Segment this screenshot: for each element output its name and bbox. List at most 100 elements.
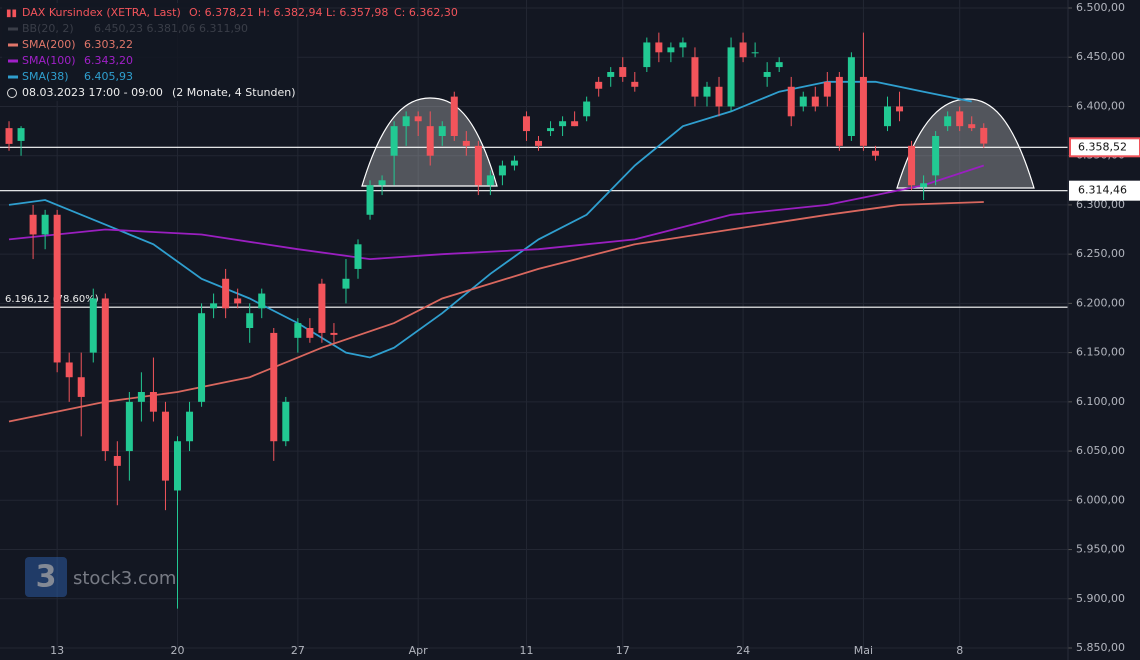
legend-name: SMA(100)	[22, 54, 76, 67]
candle-body	[944, 116, 952, 127]
y-tick-label: 6.400,00	[1076, 99, 1125, 112]
candle-body	[318, 283, 326, 333]
y-tick-label: 5.850,00	[1076, 641, 1125, 654]
candle-body	[270, 332, 278, 442]
x-tick-label: Mai	[854, 644, 873, 657]
candle-body	[896, 106, 904, 112]
candle-body	[932, 136, 940, 176]
candle-body	[847, 57, 855, 136]
candle-body	[787, 86, 795, 117]
y-tick-label: 6.300,00	[1076, 198, 1125, 211]
candle-body	[149, 392, 157, 412]
x-tick-label: 13	[50, 644, 64, 657]
candle-body	[679, 42, 687, 48]
candle-body	[438, 126, 446, 136]
candle-body	[354, 244, 362, 269]
candle-body	[113, 456, 121, 466]
candle-body	[667, 47, 675, 53]
level-label: 6.196,12 (78.60%)	[5, 294, 99, 305]
candle-body	[535, 140, 543, 146]
legend-name: BB(20, 2)	[22, 22, 74, 35]
level-label: 6.358,52	[1078, 140, 1127, 153]
legend-box	[2, 3, 297, 101]
candle-body	[161, 411, 169, 481]
level-label-box	[1069, 180, 1140, 201]
candle-body	[258, 293, 266, 309]
candle-body	[547, 128, 555, 132]
candle-body	[282, 401, 290, 442]
indicator-line	[8, 201, 984, 423]
candle-body	[631, 81, 639, 87]
candle-body	[53, 214, 61, 363]
watermark-logo	[25, 557, 67, 597]
y-tick-label: 6.050,00	[1076, 444, 1125, 457]
candle-body	[571, 121, 579, 127]
candle-body	[198, 313, 206, 402]
plot: 6.358,52 6.314,46 6.196,12 (78.60%)	[0, 32, 1140, 609]
y-tick-label: 6.250,00	[1076, 247, 1125, 260]
candle-body	[17, 128, 25, 141]
y-tick-label: 6.000,00	[1076, 493, 1125, 506]
candle-body	[186, 411, 194, 442]
candle-body	[65, 362, 73, 378]
level-label-box	[1069, 137, 1140, 158]
legend-value: 6.343,20	[84, 54, 133, 67]
x-tick-label: Apr	[409, 644, 429, 657]
candle-body	[474, 145, 482, 186]
legend-title: DAX Kursindex (XETRA, Last)	[22, 6, 181, 19]
candle-body	[871, 150, 879, 156]
x-tick-label: 24	[736, 644, 750, 657]
candle-body	[583, 101, 591, 117]
candle-body	[173, 441, 181, 491]
candle-body	[5, 128, 13, 144]
candle-body	[510, 160, 518, 166]
candle-body	[414, 116, 422, 122]
candle-body	[486, 175, 494, 186]
candle-body	[342, 278, 350, 289]
legend-icon: ▮▮	[6, 8, 17, 19]
candle-body	[811, 96, 819, 107]
candle-body	[306, 328, 314, 338]
candle-body	[883, 106, 891, 127]
candle-body	[799, 96, 807, 107]
indicator-line	[8, 164, 985, 261]
candle-body	[366, 185, 374, 215]
y-tick-label: 6.200,00	[1076, 296, 1125, 309]
y-tick-label: 6.500,00	[1076, 1, 1125, 14]
candle-body	[522, 116, 530, 132]
candle-body	[378, 180, 386, 186]
clock-icon	[7, 88, 17, 98]
legend-ohlc: O: 6.378,21	[189, 6, 254, 19]
candle-body	[920, 183, 928, 188]
candle-body	[498, 165, 506, 176]
candle-body	[956, 111, 964, 127]
x-tick-label: 17	[616, 644, 630, 657]
candle-body	[462, 140, 470, 146]
legend-name: SMA(200)	[22, 38, 76, 51]
legend: ▮▮ DAX Kursindex (XETRA, Last) O: 6.378,21…	[2, 3, 458, 101]
watermark: 3 stock3.com	[25, 557, 176, 597]
indicator-line	[8, 80, 972, 359]
candle-body	[739, 42, 747, 58]
candle-body	[775, 62, 783, 68]
candle-body	[607, 72, 615, 77]
candle-body	[823, 81, 831, 97]
legend-name: SMA(38)	[22, 70, 69, 83]
candle-body	[643, 42, 651, 68]
y-tick-label: 6.150,00	[1076, 346, 1125, 359]
candle-body	[29, 214, 37, 235]
candle-body	[137, 392, 145, 402]
candle-body	[125, 401, 133, 452]
y-tick-label: 6.100,00	[1076, 395, 1125, 408]
candle-body	[655, 42, 663, 53]
candle-body	[426, 126, 434, 156]
legend-ohlc: L: 6.357,98	[326, 6, 388, 19]
candle-body	[330, 332, 338, 335]
candle-body	[595, 81, 603, 89]
watermark-logo-digit: 3	[36, 560, 57, 595]
candle-body	[246, 313, 254, 328]
x-tick-label: 20	[170, 644, 184, 657]
x-tick-label: 11	[519, 644, 533, 657]
candle-body	[559, 121, 567, 127]
candle-body	[727, 47, 735, 107]
